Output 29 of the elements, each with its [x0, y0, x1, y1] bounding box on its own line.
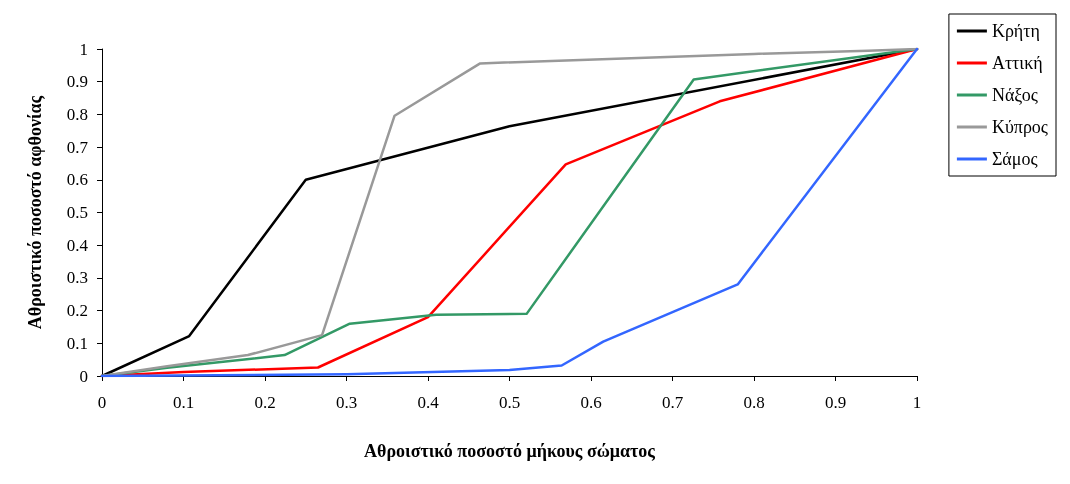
- x-tick-label: 0.2: [254, 393, 276, 412]
- y-tick-label: 0.3: [66, 268, 88, 288]
- legend-label: Νάξος: [991, 85, 1038, 105]
- x-tick-label: 0.5: [498, 393, 521, 412]
- legend-label: Κρήτη: [991, 21, 1040, 41]
- x-tick-label: 0.1: [172, 393, 195, 412]
- x-tick-label: 0.4: [417, 393, 440, 412]
- y-tick-label: 0.5: [66, 203, 88, 222]
- y-tick-label: 0.2: [66, 301, 88, 321]
- x-axis-title: Αθροιστικό ποσοστό μήκους σώματος: [364, 441, 656, 461]
- x-tick-label: 0.3: [335, 393, 358, 412]
- y-tick-label: 0.6: [66, 170, 88, 190]
- y-tick-label: 0.4: [66, 235, 89, 255]
- legend-label: Αττική: [991, 53, 1043, 73]
- x-tick-label: 1: [912, 393, 922, 412]
- y-axis-title: Αθροιστικό ποσοστό αφθονίας: [25, 95, 45, 330]
- y-tick-label: 0.9: [66, 72, 88, 92]
- y-tick-label: 0.8: [66, 104, 88, 124]
- legend-label: Κύπρος: [991, 117, 1048, 137]
- y-tick-label: 0.7: [66, 137, 89, 157]
- x-tick-label: 0.7: [661, 393, 684, 412]
- y-tick-label: 1: [79, 39, 88, 59]
- legend-label: Σάμος: [991, 149, 1038, 169]
- x-tick-label: 0.9: [824, 393, 847, 412]
- x-tick-label: 0.6: [580, 393, 602, 412]
- x-tick-label: 0.8: [743, 393, 765, 412]
- y-tick-label: 0.1: [66, 333, 88, 353]
- x-tick-label: 0: [97, 393, 107, 412]
- y-tick-label: 0: [79, 366, 88, 386]
